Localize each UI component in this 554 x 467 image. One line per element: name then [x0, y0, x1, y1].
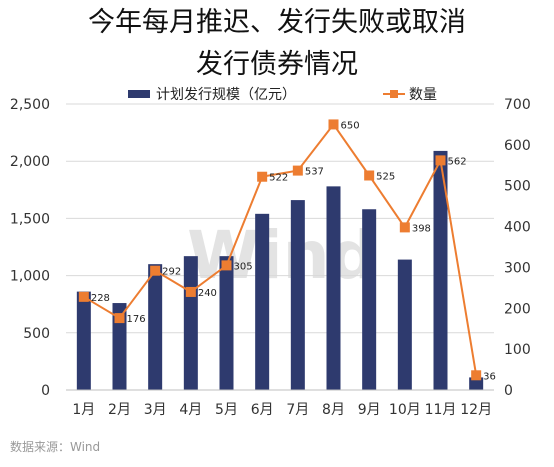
line-marker — [328, 119, 339, 130]
bar — [183, 256, 198, 390]
left-axis-tick-label: 2,000 — [10, 154, 50, 170]
legend-line-marker — [390, 90, 398, 98]
left-axis-tick-label: 1,000 — [10, 269, 50, 285]
source-note: 数据来源：Wind — [10, 439, 100, 454]
x-axis-tick-label: 5月 — [215, 402, 238, 418]
line-data-label: 650 — [341, 120, 360, 131]
line-marker — [292, 165, 303, 176]
right-axis-tick-label: 400 — [504, 220, 531, 236]
x-axis-tick-label: 4月 — [179, 402, 202, 418]
right-axis: 0 100 200 300 400 500 600 700 — [504, 97, 531, 399]
line-data-label: 398 — [412, 223, 431, 234]
left-axis: 0 500 1,000 1,500 2,000 2,500 — [10, 97, 50, 399]
line-marker — [435, 155, 446, 166]
line-series — [78, 119, 482, 381]
line-marker — [150, 265, 161, 276]
x-axis-tick-label: 12月 — [460, 402, 492, 418]
x-axis-tick-label: 3月 — [144, 402, 167, 418]
x-axis-tick-label: 10月 — [389, 402, 421, 418]
line-data-label: 228 — [91, 293, 110, 304]
bar — [469, 377, 484, 390]
line-data-label: 305 — [234, 261, 253, 272]
legend: 计划发行规模（亿元） 数量 — [128, 87, 437, 103]
left-axis-tick-label: 2,500 — [10, 97, 50, 113]
line-data-label: 537 — [305, 167, 324, 178]
left-axis-tick-label: 0 — [41, 383, 50, 399]
line-data-label: 525 — [376, 172, 395, 183]
bar — [326, 186, 341, 390]
bar — [219, 256, 234, 390]
line-marker — [364, 170, 375, 181]
chart-title-line-2: 发行债券情况 — [196, 49, 358, 80]
left-axis-tick-label: 1,500 — [10, 211, 50, 227]
bar-series — [76, 150, 484, 390]
x-axis-tick-label: 9月 — [358, 402, 381, 418]
line-data-label: 522 — [269, 173, 288, 184]
legend-line-label: 数量 — [409, 87, 437, 103]
bar — [255, 213, 270, 390]
x-axis-tick-label: 11月 — [425, 402, 457, 418]
bar — [397, 259, 412, 390]
right-axis-tick-label: 600 — [504, 138, 531, 154]
right-axis-tick-label: 0 — [504, 383, 513, 399]
bar — [433, 150, 448, 390]
right-axis-tick-label: 200 — [504, 301, 531, 317]
right-axis-tick-label: 300 — [504, 260, 531, 276]
bar — [362, 209, 377, 390]
x-axis-tick-label: 8月 — [322, 402, 345, 418]
right-axis-tick-label: 500 — [504, 179, 531, 195]
legend-bar-label: 计划发行规模（亿元） — [156, 87, 296, 103]
count-line — [83, 122, 478, 376]
x-axis-tick-label: 6月 — [251, 402, 274, 418]
chart-title-line-1: 今年每月推迟、发行失败或取消 — [88, 7, 466, 38]
line-marker — [78, 291, 89, 302]
line-data-label: 240 — [198, 288, 217, 299]
bar — [112, 303, 127, 390]
bar — [148, 264, 163, 390]
gridlines — [66, 103, 494, 334]
line-marker — [221, 260, 232, 271]
line-data-label: 36 — [483, 371, 496, 382]
bar — [76, 291, 91, 390]
bar — [290, 200, 305, 390]
line-marker — [114, 313, 125, 324]
line-data-label: 292 — [162, 267, 181, 278]
line-data-label: 176 — [127, 314, 146, 325]
x-axis-tick-label: 1月 — [72, 402, 95, 418]
x-axis-tick-label: 7月 — [286, 402, 309, 418]
line-data-label: 562 — [448, 156, 467, 167]
line-marker — [399, 222, 410, 233]
left-axis-tick-label: 500 — [23, 326, 50, 342]
x-axis-tick-label: 2月 — [108, 402, 131, 418]
right-axis-tick-label: 100 — [504, 342, 531, 358]
line-marker — [257, 171, 268, 182]
line-marker — [185, 286, 196, 297]
line-marker — [471, 370, 482, 381]
x-axis: 1月 2月 3月 4月 5月 6月 7月 8月 9月 10月 11月 12月 — [66, 389, 494, 418]
watermark: Wind — [187, 217, 377, 294]
legend-bar-swatch — [128, 90, 150, 98]
right-axis-tick-label: 700 — [504, 97, 531, 113]
data-labels: 228 176 292 240 305 522 537 650 525 398 562 36 — [91, 120, 496, 382]
